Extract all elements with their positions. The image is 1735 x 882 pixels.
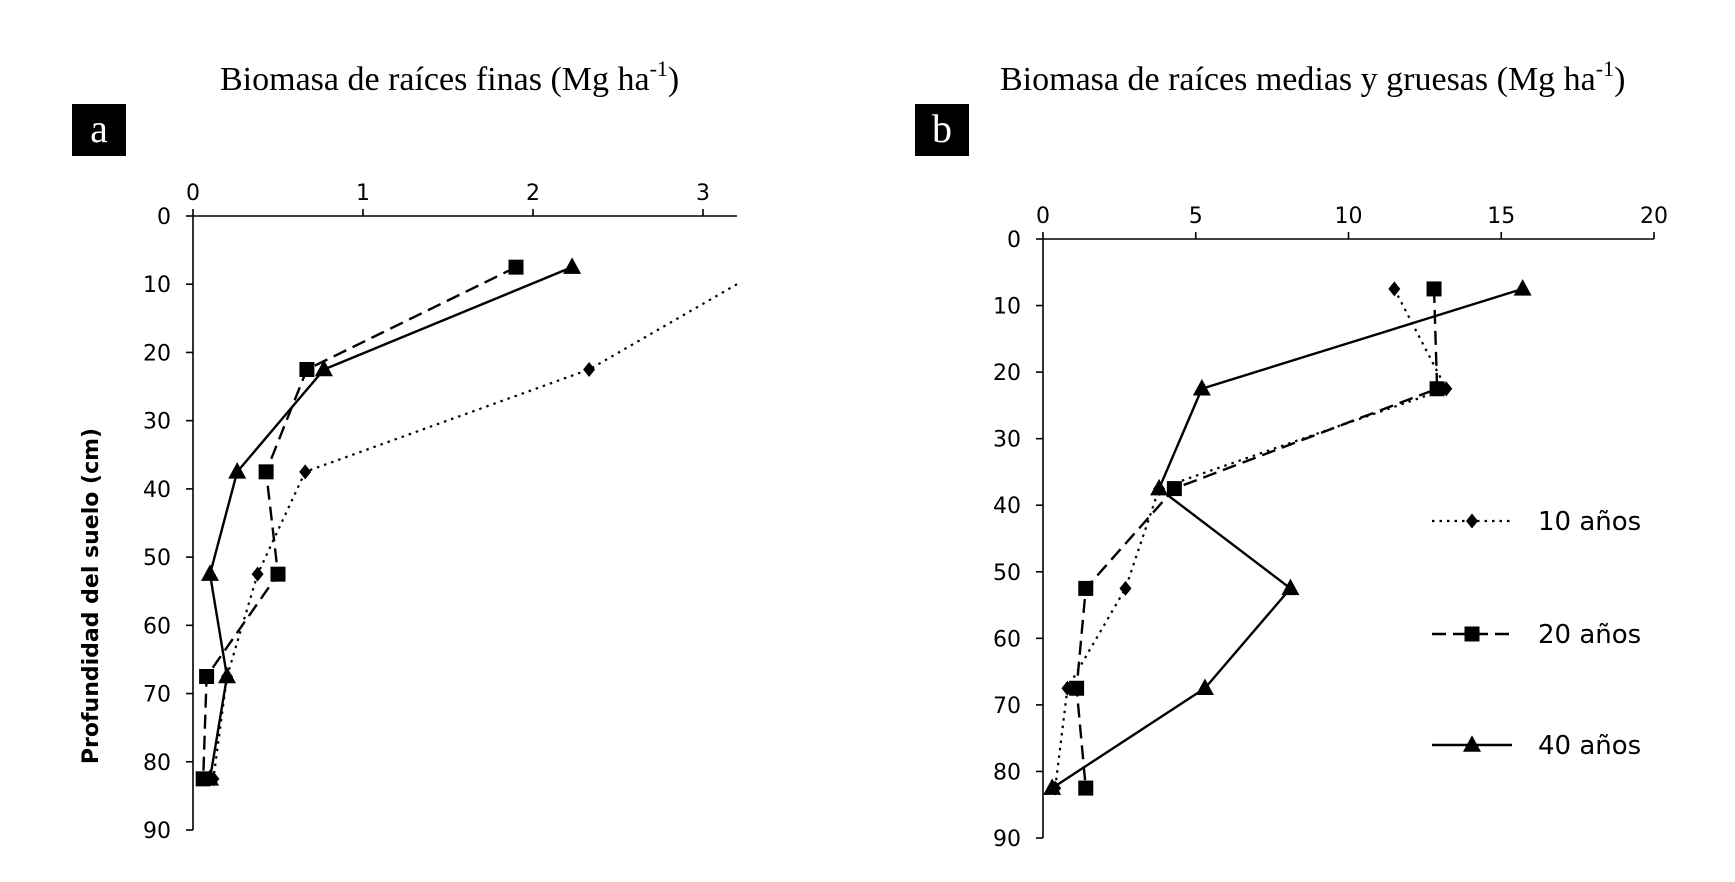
panel-1-data-point — [1150, 478, 1169, 496]
legend-marker — [1463, 735, 1481, 752]
panel-0-series-line — [212, 283, 738, 779]
panel-0-data-point — [228, 462, 247, 479]
panel-1-data-point — [1043, 778, 1062, 795]
panel-0-y-tick-label: 80 — [143, 751, 171, 776]
panel-1-data-point — [1281, 578, 1300, 596]
panel-0-y-tick-label: 30 — [143, 410, 171, 435]
panel-0-data-point — [218, 666, 236, 684]
panel-b-series — [1043, 279, 1532, 796]
panel-b-title-superscript: -1 — [1596, 56, 1614, 81]
panel-0-data-point — [270, 566, 286, 582]
panel-1-x-tick-label: 5 — [1189, 204, 1203, 229]
legend-marker — [1464, 626, 1480, 642]
panel-0-data-point — [199, 669, 215, 684]
panel-a-title-close: ) — [668, 61, 679, 98]
panel-0-data-point — [299, 464, 312, 480]
panel-1-y-tick-label: 40 — [993, 494, 1021, 519]
panel-1-y-tick-label: 10 — [993, 295, 1021, 320]
panel-b-title-main: Biomasa de raíces medias y gruesas (Mg h… — [1000, 61, 1596, 98]
panel-1-data-point — [1426, 281, 1442, 297]
panel-1-series-line — [1075, 288, 1439, 789]
panel-a-title: Biomasa de raíces finas (Mg ha-1) — [220, 56, 679, 98]
panel-1-y-tick-label: 30 — [993, 428, 1021, 453]
panel-b-title-close: ) — [1614, 61, 1625, 98]
panel-a-title-superscript: -1 — [650, 56, 668, 81]
panel-a-label-box: a — [72, 104, 126, 156]
panel-0-data-point — [201, 769, 219, 786]
panel-0-y-tick-label: 0 — [157, 205, 171, 230]
panel-1-y-tick-label: 0 — [1007, 228, 1021, 253]
panel-0-y-tick-label: 40 — [143, 478, 171, 503]
panel-b-chart: Biomasa de raíces medias y gruesas (Mg h… — [915, 56, 1668, 852]
panel-1-y-tick-label: 90 — [993, 827, 1021, 852]
legend-marker — [1466, 513, 1478, 529]
panel-a-series — [195, 257, 738, 787]
panel-0-x-tick-label: 1 — [356, 181, 370, 206]
panel-1-data-point — [1192, 379, 1211, 396]
panel-b-axes: 0 5 10 15 20 0 10 20 30 40 50 60 70 80 90 — [993, 204, 1668, 852]
panel-1-data-point — [1513, 279, 1532, 296]
panel-0-data-point — [251, 566, 264, 582]
panel-0-data-point — [583, 362, 596, 377]
legend-label: 40 años — [1538, 731, 1641, 761]
legend-label: 20 años — [1538, 620, 1641, 650]
panel-1-x-tick-label: 10 — [1335, 204, 1363, 229]
panel-1-y-tick-label: 80 — [993, 760, 1021, 785]
panel-1-y-tick-label: 60 — [993, 627, 1021, 652]
panel-0-data-point — [201, 564, 219, 581]
panel-1-data-point — [1119, 580, 1132, 596]
panel-1-x-tick-label: 15 — [1487, 204, 1515, 229]
panel-a-ylabel: Profundidad del suelo (cm) — [79, 428, 104, 764]
panel-0-x-tick-label: 2 — [526, 181, 540, 206]
panel-b-label: b — [932, 106, 952, 151]
panel-0-y-tick-label: 10 — [143, 273, 171, 298]
panel-0-data-point — [299, 362, 315, 377]
panel-0-y-tick-label: 60 — [143, 614, 171, 639]
panel-1-x-tick-label: 20 — [1640, 204, 1668, 229]
panel-1-data-point — [1388, 281, 1401, 297]
panel-0-y-tick-label: 70 — [143, 683, 171, 708]
panel-1-data-point — [1078, 780, 1094, 796]
panel-1-data-point — [1078, 580, 1094, 596]
panel-0-data-point — [258, 464, 274, 480]
panel-0-data-point — [563, 257, 582, 274]
panel-0-y-tick-label: 20 — [143, 341, 171, 366]
panel-a-label: a — [90, 106, 108, 151]
panel-0-y-tick-label: 50 — [143, 546, 171, 571]
panel-b-legend: 10 años 20 años 40 años — [1432, 507, 1641, 761]
panel-1-x-tick-label: 0 — [1036, 204, 1050, 229]
panel-b-label-box: b — [915, 104, 969, 156]
panel-1-y-tick-label: 50 — [993, 561, 1021, 586]
panel-1-data-point — [1195, 678, 1214, 695]
panel-1-y-tick-label: 70 — [993, 694, 1021, 719]
panel-0-y-tick-label: 90 — [143, 819, 171, 844]
panel-1-data-point — [1069, 680, 1085, 696]
panel-1-data-point — [1429, 381, 1445, 397]
panel-0-data-point — [508, 259, 524, 275]
panel-1-data-point — [1166, 481, 1182, 497]
panel-0-series-line — [202, 266, 517, 779]
panel-0-x-tick-label: 0 — [186, 181, 200, 206]
legend-label: 10 años — [1538, 507, 1641, 537]
panel-1-series-line — [1051, 287, 1523, 790]
panel-a-chart: Biomasa de raíces finas (Mg ha-1) a Prof… — [72, 56, 738, 844]
panel-a-title-main: Biomasa de raíces finas (Mg ha — [220, 61, 650, 98]
panel-1-y-tick-label: 20 — [993, 361, 1021, 386]
panel-0-x-tick-label: 3 — [696, 181, 710, 206]
panel-0-series-line — [208, 266, 573, 780]
panel-0-data-point — [314, 359, 333, 377]
panel-1-series-line — [1054, 288, 1448, 789]
panel-b-title: Biomasa de raíces medias y gruesas (Mg h… — [1000, 56, 1625, 98]
